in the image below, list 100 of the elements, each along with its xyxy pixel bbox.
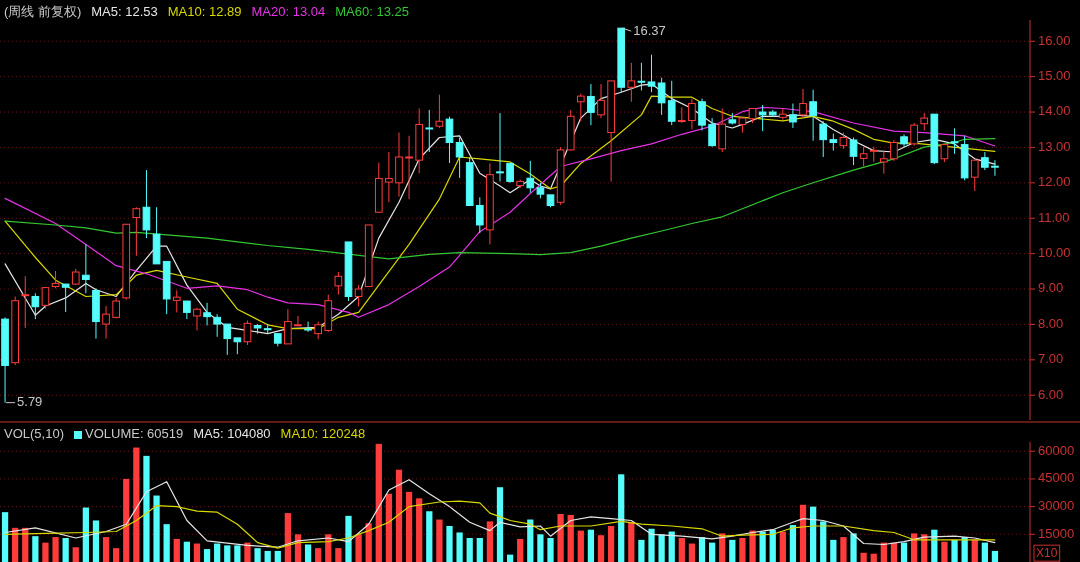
candlestick [102,305,110,340]
candlestick [708,117,716,148]
bar [587,529,595,562]
bar [840,537,847,562]
bar [981,542,988,562]
bar [486,521,494,562]
chart-title: (周线 前复权) [4,4,82,20]
candlestick [799,88,807,119]
bar [658,534,665,562]
candlestick [667,80,676,126]
bar [850,533,857,562]
bar [688,543,696,562]
bar [375,443,382,562]
bar [52,537,59,562]
candlestick [445,116,454,164]
text: X10 [1036,546,1058,561]
line-series [4,138,996,260]
candlestick [354,284,363,307]
candlestick [789,103,797,129]
line-series [4,479,996,548]
bar [264,550,271,562]
candlestick [637,62,646,91]
candlestick [294,315,302,327]
bar [607,526,615,562]
bar [173,538,180,562]
bar [668,531,675,562]
candlestick [172,289,181,313]
bar [123,478,130,562]
candlestick [304,321,312,333]
bar [304,544,312,562]
bar [820,521,827,562]
text: MA20: 13.04 [251,4,326,20]
bar [284,513,292,562]
bar [72,547,79,562]
candlestick [910,122,918,147]
y-tick-label: 14.00 [1038,103,1071,119]
bar [416,498,423,562]
y-tick-label: 60000 [1038,442,1075,458]
candlestick [880,150,888,175]
bar [830,539,837,562]
bar [82,507,89,562]
candlestick [21,275,30,329]
candlestick [213,313,221,338]
candlestick [809,89,817,142]
bar [628,522,635,562]
bar [42,542,49,562]
bar [911,533,918,562]
candlestick [526,160,535,194]
y-tick-label: 6.00 [1038,386,1064,402]
candlestick [597,83,605,119]
text: MA10: 12.89 [167,4,242,20]
bar [102,537,110,562]
bar [648,528,655,562]
candlestick [142,169,151,239]
candlestick [435,94,444,129]
candlestick [243,320,252,346]
line-series [4,500,996,549]
bar [456,532,463,562]
bar [385,493,393,562]
candlestick [688,98,696,130]
candlestick [657,77,666,116]
bar [224,545,231,562]
candlestick [203,302,211,326]
bar [1,512,9,562]
bar [779,531,786,562]
bar [244,542,251,562]
annotation: 16.37 [633,22,666,38]
y-tick-label: 16.00 [1038,32,1071,48]
bar [749,530,756,562]
bar [395,469,403,562]
bar [759,531,766,562]
candlestick [405,135,413,200]
y-tick-label: 7.00 [1038,351,1064,367]
y-tick-label: 15.00 [1038,68,1071,84]
candlestick [183,300,191,320]
bar [577,530,584,562]
candlestick [890,139,898,162]
bar [597,535,605,562]
bar [32,536,39,562]
bar [163,524,170,562]
text: MA10: 120248 [280,426,366,442]
candlestick [506,162,514,184]
candlestick [193,307,201,331]
y-tick-label: 45000 [1038,470,1075,486]
bar [355,534,362,562]
candlestick [849,137,858,166]
candlestick [627,62,636,103]
text: MA5: 12.53 [91,4,158,20]
candlestick [970,159,979,192]
bar [254,548,261,562]
bar [446,526,453,562]
candlestick [991,159,999,177]
bar [214,543,221,562]
bar [365,523,372,562]
candlestick [425,109,434,153]
bar [769,529,776,562]
y-tick-label: 13.00 [1038,138,1071,154]
bar [133,447,140,562]
bar [799,504,807,562]
candlestick [859,146,868,168]
